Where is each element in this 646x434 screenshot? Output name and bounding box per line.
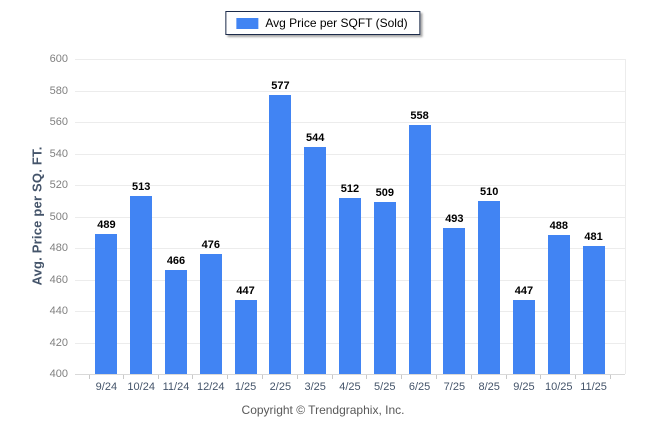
x-tick-label: 11/24 xyxy=(162,381,190,393)
y-tick-label: 400 xyxy=(49,368,68,380)
bar-cell: 489 9/24 xyxy=(89,59,124,393)
bar-cell: 481 11/25 xyxy=(576,59,611,393)
copyright-text: Copyright © Trendgraphix, Inc. xyxy=(241,403,405,417)
bar xyxy=(95,233,118,374)
y-tick-label: 600 xyxy=(49,53,68,65)
bar xyxy=(338,197,361,374)
bar xyxy=(269,95,292,374)
legend: Avg Price per SQFT (Sold) xyxy=(225,11,421,35)
bar-value-label: 447 xyxy=(514,284,534,297)
y-tick-label: 580 xyxy=(49,84,68,97)
gridline xyxy=(75,374,625,375)
bar-value-label: 493 xyxy=(445,212,464,225)
x-tick-label: 6/25 xyxy=(408,381,431,393)
bar-cell: 509 5/25 xyxy=(367,59,402,393)
bar-value-label: 447 xyxy=(236,284,255,297)
bar-cell: 447 9/25 xyxy=(507,59,542,393)
y-tick-label: 520 xyxy=(49,179,68,191)
bar-cell: 558 6/25 xyxy=(402,59,437,393)
x-tick-label: 11/25 xyxy=(580,381,607,393)
bar-cell: 577 2/25 xyxy=(263,59,298,393)
y-tick-label: 440 xyxy=(49,305,68,317)
x-tick-label: 1/25 xyxy=(234,381,257,393)
legend-label: Avg Price per SQFT (Sold) xyxy=(265,16,408,30)
bar-cell: 544 3/25 xyxy=(298,59,333,393)
bar-cell: 488 10/25 xyxy=(541,59,576,393)
y-tick-label: 560 xyxy=(49,116,68,128)
bar-cell: 466 11/24 xyxy=(159,59,194,393)
bar xyxy=(547,235,570,374)
bar xyxy=(512,299,535,374)
bar xyxy=(164,270,187,374)
bar-value-label: 510 xyxy=(479,185,499,198)
bar xyxy=(443,227,466,374)
bar xyxy=(199,254,222,374)
bar-value-label: 513 xyxy=(132,181,151,194)
x-tick-label: 4/25 xyxy=(339,381,361,393)
gridline xyxy=(75,59,625,60)
gridline xyxy=(75,90,625,92)
x-tick-label: 5/25 xyxy=(374,381,396,393)
bar-cell: 476 12/24 xyxy=(193,59,228,393)
y-tick-label: 420 xyxy=(49,336,68,349)
gridline xyxy=(75,153,625,155)
gridline xyxy=(75,185,625,186)
bar-cell: 493 7/25 xyxy=(437,59,472,393)
bar-cell: 513 10/24 xyxy=(124,59,159,393)
bar-cell: 512 4/25 xyxy=(333,59,368,393)
bar-value-label: 544 xyxy=(306,132,325,145)
x-tick-label: 10/24 xyxy=(127,381,155,393)
bar-value-label: 481 xyxy=(584,231,603,244)
bar-value-label: 488 xyxy=(549,220,568,233)
x-tick-label: 3/25 xyxy=(304,381,326,393)
x-tick-label: 9/24 xyxy=(95,381,118,393)
y-axis-tick-labels: 600 580 560 540 520 500 480 460 440 420 400 xyxy=(0,0,68,434)
legend-swatch-icon xyxy=(236,17,259,29)
bar-cell: 510 8/25 xyxy=(472,59,507,393)
x-tick-label: 7/25 xyxy=(443,381,466,393)
bar-value-label: 489 xyxy=(97,218,116,231)
x-tick-label: 9/25 xyxy=(513,381,535,393)
plot-area: 489 9/24 513 10/24 466 11/24 476 12/24 447 1/25 57… xyxy=(75,59,626,393)
bar-value-label: 512 xyxy=(340,182,360,195)
bar-value-label: 577 xyxy=(271,80,290,93)
bar-value-label: 476 xyxy=(201,239,220,252)
bar-value-label: 558 xyxy=(410,110,429,123)
bar xyxy=(234,299,257,374)
bar xyxy=(408,125,431,374)
y-tick-label: 460 xyxy=(49,273,68,286)
bar xyxy=(582,246,605,374)
y-tick-label: 540 xyxy=(49,147,68,160)
y-tick-label: 500 xyxy=(49,210,68,223)
bars-row: 489 9/24 513 10/24 466 11/24 476 12/24 447 1/25 57… xyxy=(75,59,625,393)
bar-value-label: 509 xyxy=(375,187,394,200)
x-tick-label: 8/25 xyxy=(478,381,500,393)
bar xyxy=(478,200,501,374)
bar-value-label: 466 xyxy=(166,255,186,268)
bar xyxy=(373,202,396,374)
gridline xyxy=(75,122,625,123)
bar xyxy=(130,196,153,374)
bar xyxy=(304,147,327,374)
y-tick-label: 480 xyxy=(49,242,68,254)
x-tick-label: 12/24 xyxy=(197,381,225,393)
x-tick-label: 10/25 xyxy=(544,381,573,393)
bar-cell: 447 1/25 xyxy=(228,59,263,393)
x-tick-label: 2/25 xyxy=(269,381,292,393)
